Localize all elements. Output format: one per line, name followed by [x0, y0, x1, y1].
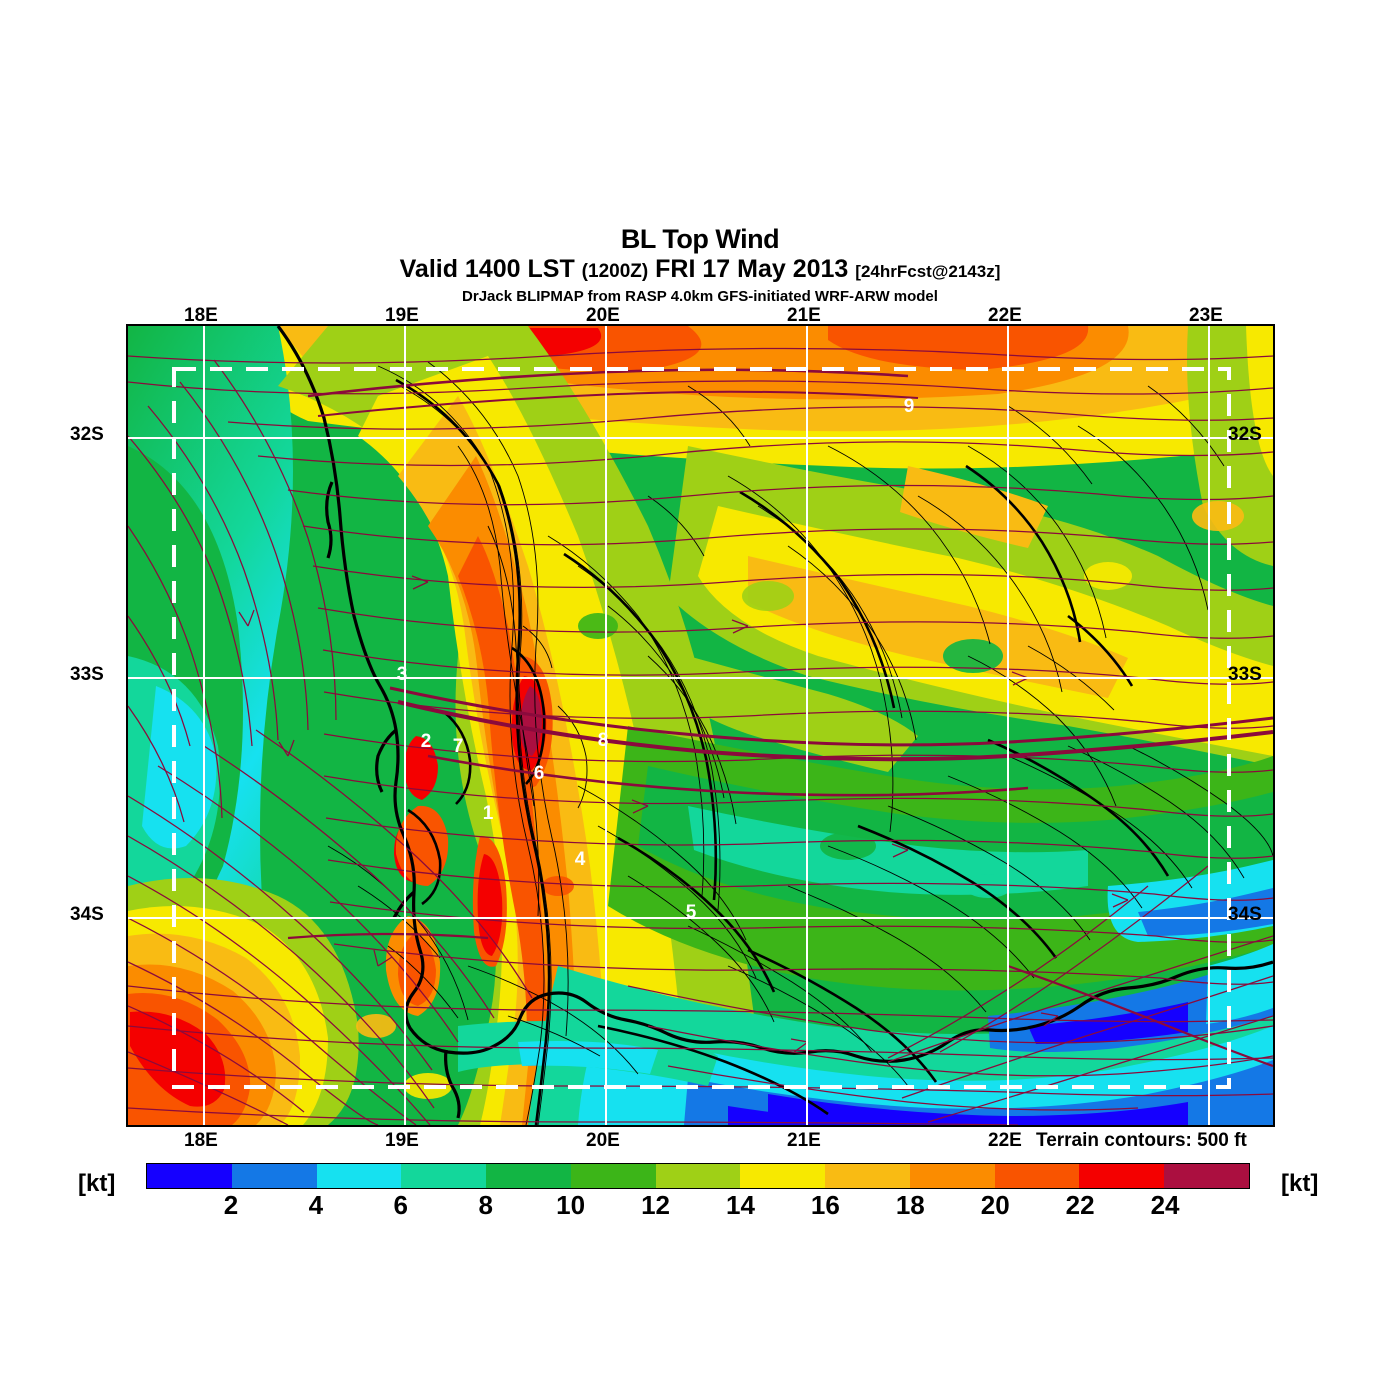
colorbar-tick-14: 14 [725, 1190, 755, 1220]
wind-field-plot: 3 2 7 8 6 1 4 5 9 [128, 326, 1273, 1125]
map-fill-layer [128, 326, 1273, 1125]
lon-label-top-20E: 20E [586, 305, 620, 326]
wind-speed-colorbar[interactable] [146, 1163, 1250, 1189]
waypoint-marker-3[interactable]: 3 [397, 664, 408, 685]
colorbar-tick-2: 2 [223, 1190, 239, 1220]
colorbar-tick-4: 4 [308, 1190, 324, 1220]
colorbar-tick-8: 8 [478, 1190, 493, 1220]
colorbar-swatch-9 [909, 1164, 995, 1188]
waypoint-marker-8[interactable]: 8 [598, 730, 609, 751]
lon-label-top-22E: 22E [988, 305, 1022, 326]
valid-time-main: Valid 1400 LST [399, 255, 575, 283]
model-subtitle: DrJack BLIPMAP from RASP 4.0km GFS-initi… [462, 288, 938, 305]
valid-time-date: FRI 17 May 2013 [655, 255, 849, 283]
lat-label-right-32S: 32S [1228, 424, 1262, 445]
page-title: BL Top Wind [620, 224, 780, 254]
waypoint-marker-5[interactable]: 5 [686, 902, 697, 923]
valid-time-utc: (1200Z) [581, 261, 649, 282]
lat-label-left-32S: 32S [70, 424, 104, 445]
lat-label-right-34S: 34S [1228, 904, 1262, 925]
colorbar-swatch-4 [486, 1164, 571, 1188]
streamline-layer [128, 347, 1273, 1125]
colorbar-tick-6: 6 [393, 1190, 408, 1220]
colorbar-swatch-0 [147, 1164, 232, 1188]
waypoint-marker-4[interactable]: 4 [575, 849, 586, 870]
colorbar-swatch-5 [570, 1164, 656, 1188]
lon-label-bottom-19E: 19E [385, 1130, 419, 1151]
chart-title-block: BL Top Wind Valid 1400 LST (1200Z) FRI 1… [0, 224, 1400, 307]
colorbar-swatch-3 [401, 1164, 487, 1188]
waypoint-marker-9[interactable]: 9 [904, 396, 915, 417]
subdomain-box [172, 367, 1231, 1089]
colorbar-swatch-10 [994, 1164, 1080, 1188]
colorbar-swatch-6 [655, 1164, 741, 1188]
lon-label-bottom-20E: 20E [586, 1130, 620, 1151]
lat-label-right-33S: 33S [1228, 664, 1262, 685]
colorbar-tick-12: 12 [641, 1190, 670, 1220]
lat-label-left-33S: 33S [70, 664, 104, 685]
valid-time-line: Valid 1400 LST (1200Z) FRI 17 May 2013 [… [0, 254, 1400, 287]
colorbar-tick-18: 18 [895, 1190, 925, 1220]
lon-label-top-18E: 18E [184, 305, 218, 326]
colorbar-unit-right: [kt] [1281, 1170, 1319, 1197]
waypoint-marker-6[interactable]: 6 [534, 763, 545, 784]
lon-label-top-21E: 21E [787, 305, 821, 326]
lon-label-bottom-22E: 22E [988, 1130, 1022, 1151]
lon-label-bottom-21E: 21E [787, 1130, 821, 1151]
lon-label-bottom-18E: 18E [184, 1130, 218, 1151]
waypoint-marker-7[interactable]: 7 [453, 736, 464, 757]
colorbar-tick-16: 16 [810, 1190, 840, 1220]
colorbar-unit-left: [kt] [78, 1170, 116, 1197]
colorbar-swatch-7 [740, 1164, 826, 1188]
graticule-layer [128, 326, 1273, 1125]
colorbar-tick-labels: 2 4 6 8 10 12 14 16 18 20 22 24 [146, 1190, 1250, 1220]
waypoint-label-layer: 3 2 7 8 6 1 4 5 9 [397, 396, 915, 923]
colorbar-tick-10: 10 [556, 1190, 586, 1220]
colorbar-tick-20: 20 [980, 1190, 1010, 1220]
colorbar-tick-22: 22 [1065, 1190, 1095, 1220]
colorbar-tick-24: 24 [1150, 1190, 1180, 1220]
lat-label-left-34S: 34S [70, 904, 104, 925]
colorbar-swatch-8 [825, 1164, 910, 1188]
coastline-layer [276, 326, 1273, 1119]
waypoint-marker-2[interactable]: 2 [421, 731, 432, 752]
colorbar-swatch-1 [231, 1164, 317, 1188]
forecast-run-label: [24hrFcst@2143z] [855, 262, 1001, 281]
colorbar-swatch-11 [1079, 1164, 1165, 1188]
colorbar-swatch-2 [316, 1164, 402, 1188]
lon-label-top-19E: 19E [385, 305, 419, 326]
terrain-contour-note: Terrain contours: 500 ft [1036, 1130, 1247, 1151]
colorbar-swatch-12 [1164, 1164, 1249, 1188]
lon-label-top-23E: 23E [1189, 305, 1223, 326]
waypoint-marker-1[interactable]: 1 [483, 803, 494, 824]
